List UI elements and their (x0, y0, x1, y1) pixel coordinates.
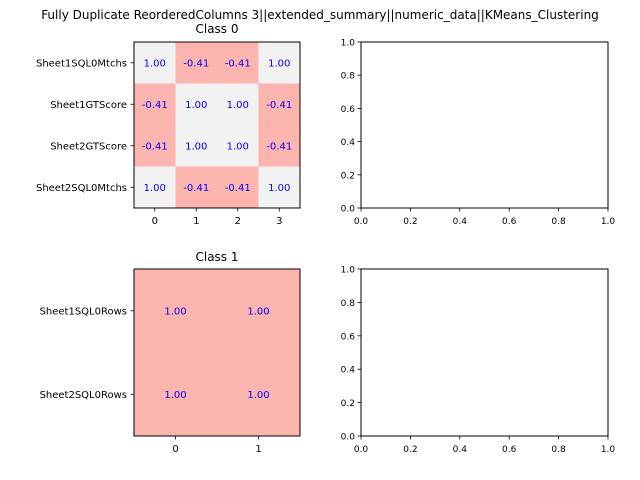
cell-value-label: 1.00 (144, 183, 166, 194)
class-0-title: Class 0 (195, 22, 238, 36)
cell-value-label: -0.41 (142, 141, 168, 152)
y-tick-label: 0.8 (341, 299, 356, 309)
x-tick-label: 0 (172, 444, 178, 455)
y-tick-label: Sheet2GTScore (50, 141, 127, 152)
y-tick-label: 0.6 (341, 105, 356, 115)
axes-frame (133, 41, 301, 209)
heatmap-cell (134, 166, 176, 208)
cell-value-label: 1.00 (227, 100, 249, 111)
cell-value-label: 1.00 (164, 390, 186, 401)
heatmap-cell (217, 352, 300, 436)
y-tick-label: 0.8 (341, 72, 356, 82)
heatmap-cell (134, 352, 217, 436)
axes-frame (133, 268, 301, 437)
heatmap-cell (175, 125, 217, 167)
y-tick-label: Sheet1SQL0Mtchs (36, 58, 127, 69)
cell-value-label: 1.00 (247, 306, 269, 317)
y-tick-label: 0.2 (341, 171, 355, 181)
cell-value-label: -0.41 (266, 141, 292, 152)
heatmap-cell (217, 269, 300, 353)
heatmap-cell (217, 166, 259, 208)
x-tick-label: 0.8 (551, 217, 566, 227)
x-tick-label: 0.0 (354, 217, 369, 227)
heatmap-cell (217, 125, 259, 167)
heatmap-cell (134, 125, 176, 167)
cell-value-label: 1.00 (268, 183, 290, 194)
x-tick-label: 0.6 (502, 445, 517, 455)
cell-value-label: -0.41 (183, 183, 209, 194)
cell-value-label: -0.41 (225, 58, 251, 69)
y-tick-label: 0.0 (341, 205, 356, 215)
y-tick-label: Sheet2SQL0Rows (40, 390, 127, 401)
x-tick-label: 2 (235, 216, 241, 227)
x-tick-label: 0.4 (453, 445, 468, 455)
cell-value-label: -0.41 (225, 183, 251, 194)
x-tick-label: 1 (255, 444, 261, 455)
cell-value-label: -0.41 (266, 100, 292, 111)
x-tick-label: 0.4 (453, 217, 468, 227)
y-tick-label: 0.2 (341, 399, 355, 409)
class-0-heatmap: Class 0 1.00 -0.41 -0.41 1.00 -0.41 1.00 1.00 -… (36, 22, 301, 227)
empty-axes-bottom-right: 0.0 0.2 0.4 0.6 0.8 1.0 0.0 0.2 0.4 0.6 0.8 1.0 (341, 266, 616, 456)
heatmap-cell (258, 166, 300, 208)
class-1-title: Class 1 (195, 250, 238, 264)
cell-value-label: -0.41 (142, 100, 168, 111)
x-tick-label: 0.2 (403, 217, 417, 227)
heatmap-cell (134, 269, 217, 353)
heatmap-cell (134, 42, 176, 84)
heatmap-cell (175, 166, 217, 208)
empty-axes-top-right: 0.0 0.2 0.4 0.6 0.8 1.0 0.0 0.2 0.4 0.6 0.8 1.0 (341, 39, 616, 228)
y-tick-label: 0.4 (341, 366, 356, 376)
x-tick-label: 0.2 (403, 445, 417, 455)
cell-value-label: 1.00 (227, 141, 249, 152)
cell-value-label: 1.00 (247, 390, 269, 401)
heatmap-cell (175, 83, 217, 125)
y-tick-label: Sheet2SQL0Mtchs (36, 183, 127, 194)
class-1-heatmap: Class 1 1.00 1.00 1.00 1.00 0 1 Sheet1SQL0Rows… (40, 250, 301, 455)
x-tick-label: 0.6 (502, 217, 517, 227)
y-tick-label: 1.0 (341, 266, 356, 276)
x-tick-label: 1.0 (601, 217, 616, 227)
cell-value-label: -0.41 (183, 58, 209, 69)
cell-value-label: 1.00 (144, 58, 166, 69)
x-tick-label: 0.0 (354, 445, 369, 455)
heatmap-cell (258, 42, 300, 84)
y-tick-label: 0.0 (341, 433, 356, 443)
heatmap-cell (258, 125, 300, 167)
x-tick-label: 1.0 (601, 445, 616, 455)
x-tick-label: 0.8 (551, 445, 566, 455)
y-tick-label: Sheet1GTScore (50, 100, 127, 111)
cell-value-label: 1.00 (185, 141, 207, 152)
heatmap-cell (175, 42, 217, 84)
figure-suptitle: Fully Duplicate ReorderedColumns 3||exte… (41, 8, 599, 22)
cell-value-label: 1.00 (268, 58, 290, 69)
x-tick-label: 1 (193, 216, 199, 227)
y-tick-label: 1.0 (341, 39, 356, 49)
cell-value-label: 1.00 (185, 100, 207, 111)
y-tick-label: Sheet1SQL0Rows (40, 306, 127, 317)
heatmap-cell (217, 83, 259, 125)
heatmap-cell (217, 42, 259, 84)
x-tick-label: 0 (152, 216, 158, 227)
y-tick-label: 0.6 (341, 332, 356, 342)
axes-frame (360, 268, 609, 437)
axes-frame (360, 41, 609, 209)
cell-value-label: 1.00 (164, 306, 186, 317)
heatmap-cell (134, 83, 176, 125)
y-tick-label: 0.4 (341, 138, 356, 148)
heatmap-cell (258, 83, 300, 125)
x-tick-label: 3 (276, 216, 282, 227)
